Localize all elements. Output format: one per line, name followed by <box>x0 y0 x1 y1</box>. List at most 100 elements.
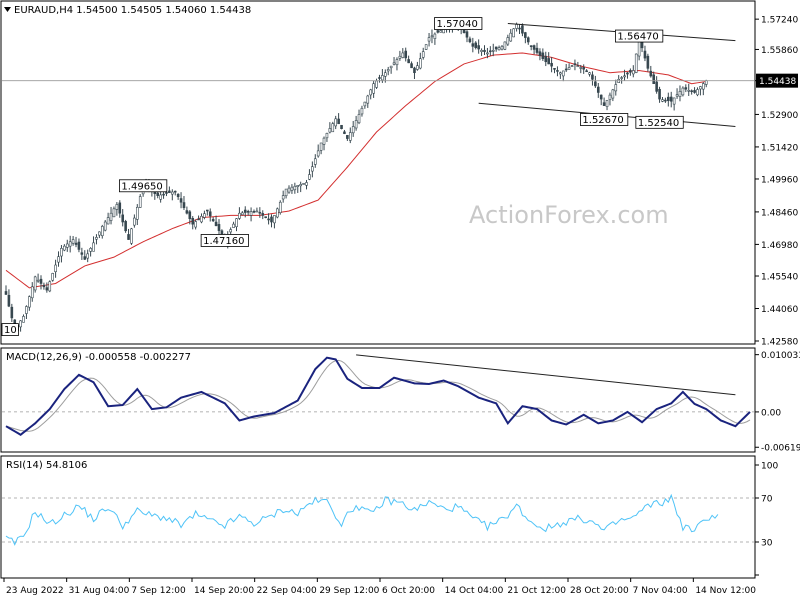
candle-body <box>375 80 378 88</box>
time-tick-label: 23 Aug 2022 <box>6 586 64 596</box>
price-annotation-label: 1.49650 <box>121 181 162 192</box>
candle-body <box>416 65 419 70</box>
current-price-label: 1.54438 <box>759 77 796 87</box>
candle-body <box>494 46 498 50</box>
candle-body <box>264 216 267 218</box>
candle-body <box>643 50 647 59</box>
candle-body <box>194 221 197 228</box>
candle-body <box>281 195 285 200</box>
candle-body <box>433 33 437 39</box>
candle-body <box>389 65 393 69</box>
rsi-tick-label: 30 <box>761 539 773 549</box>
candle-body <box>243 209 247 213</box>
candle-body <box>509 32 513 42</box>
candle-body <box>200 215 203 223</box>
rsi-panel: RSI(14) 54.8106 100 70 30 <box>0 455 778 579</box>
candle-body <box>381 75 384 81</box>
candle-body <box>608 94 612 100</box>
price-tick-label: 1.57240 <box>761 16 798 26</box>
candle-body <box>109 212 113 221</box>
candle-body <box>71 239 75 244</box>
price-annotation-box <box>434 17 483 30</box>
price-axis: 1.57240 1.55860 1.54438 1.52900 1.51420 1.499… <box>755 16 798 348</box>
candle-body <box>474 42 478 48</box>
price-annotation-label: 1.56470 <box>617 32 658 43</box>
current-price-box <box>756 73 798 88</box>
candle-body <box>611 89 615 99</box>
candle-body <box>672 97 676 105</box>
price-annotation-label: 1.47160 <box>203 236 244 247</box>
candle-body <box>171 191 174 195</box>
candle-body <box>278 201 282 213</box>
time-tick-label: 14 Oct 04:00 <box>445 586 504 596</box>
price-annotation-box <box>1 323 19 336</box>
candle-body <box>675 94 679 97</box>
candle-body <box>121 214 125 223</box>
rsi-tick-label: 70 <box>761 495 773 505</box>
time-tick-label: 7 Nov 04:00 <box>633 586 688 596</box>
candle-body <box>556 70 559 72</box>
candle-body <box>343 131 346 134</box>
candle-body <box>620 77 623 79</box>
candle-body <box>308 174 311 180</box>
candle-body <box>328 128 332 133</box>
candle-body <box>576 65 580 67</box>
candle-body <box>567 67 571 70</box>
time-tick-label: 14 Sep 20:00 <box>194 586 254 596</box>
candle-body <box>235 218 238 228</box>
candle-body <box>483 49 486 52</box>
candle-body <box>334 118 337 127</box>
candle-body <box>206 209 209 212</box>
price-tick-label: 1.44060 <box>761 305 798 315</box>
candle-body <box>299 184 302 187</box>
candle-body <box>363 101 367 107</box>
candle-body <box>77 241 81 250</box>
candle-body <box>316 150 320 157</box>
candle-body <box>591 74 594 80</box>
candle-body <box>191 218 195 225</box>
time-tick-label: 6 Oct 20:00 <box>382 586 435 596</box>
candle-body <box>404 50 408 59</box>
candle-body <box>182 202 186 209</box>
candle-body <box>162 193 165 196</box>
candle-body <box>290 186 294 191</box>
candle-body <box>631 70 635 75</box>
candle-body <box>655 81 658 92</box>
candle-body <box>669 96 673 102</box>
candle-body <box>246 210 250 213</box>
candle-body <box>626 72 629 75</box>
candle-body <box>599 94 603 100</box>
candle-body <box>115 204 119 210</box>
candle-body <box>541 52 545 59</box>
candle-body <box>65 243 69 248</box>
time-tick-label: 28 Oct 20:00 <box>570 586 629 596</box>
candle-body <box>681 87 685 96</box>
candle-body <box>614 84 618 92</box>
candle-body <box>232 223 235 228</box>
candle-body <box>4 291 8 295</box>
candle-body <box>372 83 375 94</box>
candle-body <box>36 279 40 282</box>
price-tick-label: 1.42580 <box>761 338 798 348</box>
candle-body <box>596 86 600 93</box>
candle-body <box>544 55 548 63</box>
candle-body <box>582 67 585 70</box>
candle-body <box>74 242 78 245</box>
macd-title: MACD(12,26,9) -0.000558 -0.002277 <box>6 352 191 363</box>
candle-body <box>346 135 349 139</box>
price-title: EURAUD,H4 1.54500 1.54505 1.54060 1.5443… <box>14 5 251 16</box>
candle-body <box>471 43 475 47</box>
price-tick-label: 1.48460 <box>761 208 798 218</box>
candle-body <box>214 221 218 227</box>
candle-body <box>602 102 606 106</box>
price-annotation-box <box>635 115 684 129</box>
candle-body <box>419 58 422 69</box>
candle-body <box>386 69 390 72</box>
candle-body <box>512 28 515 38</box>
candle-body <box>491 50 495 52</box>
symbol-dropdown-icon[interactable] <box>4 7 11 12</box>
candle-body <box>25 306 28 314</box>
candle-body <box>667 96 670 102</box>
